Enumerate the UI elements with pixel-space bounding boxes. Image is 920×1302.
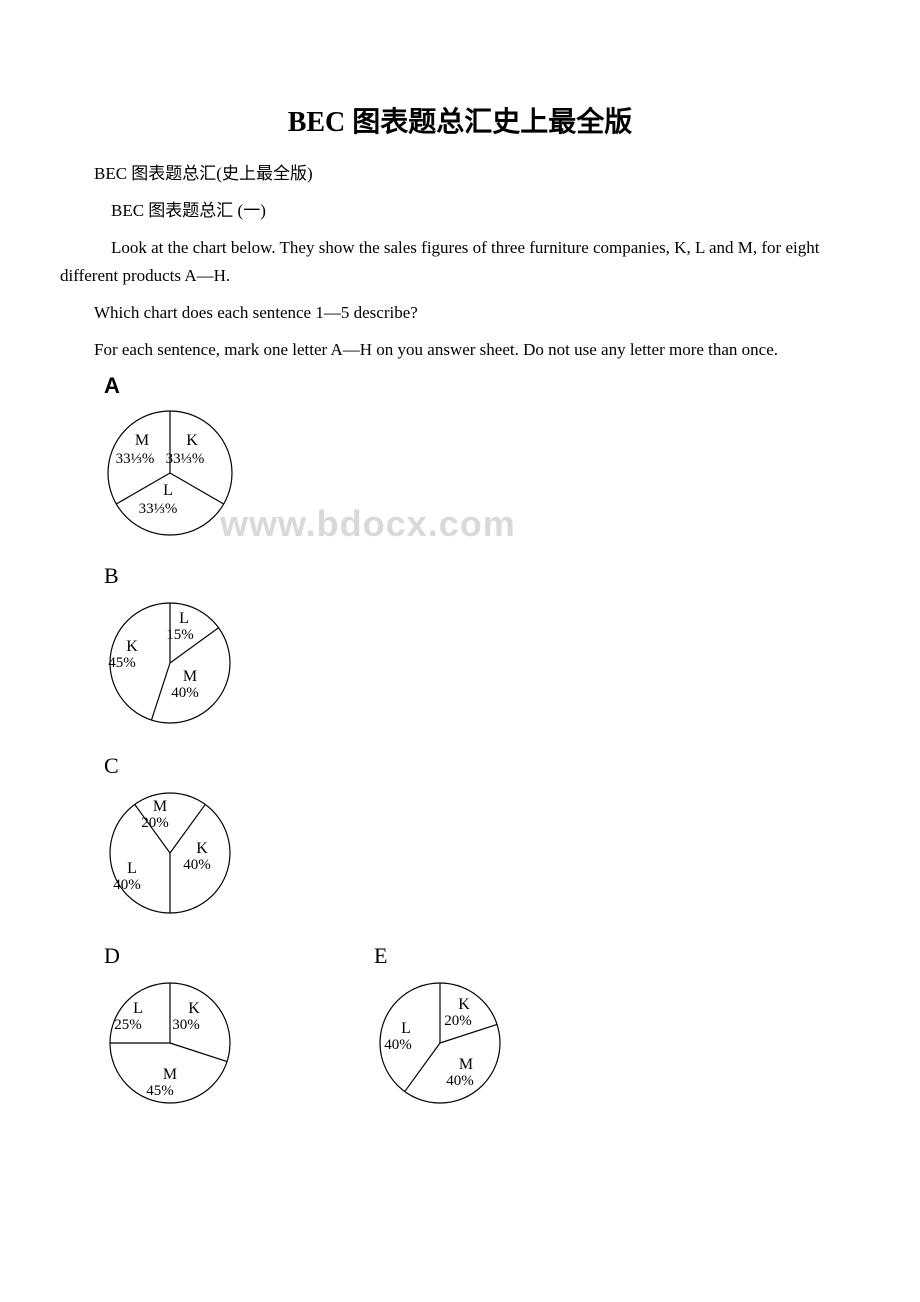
pie-chart-A: K 33⅓% L 33⅓% M 33⅓%	[100, 403, 280, 548]
subtitle-1: BEC 图表题总汇(史上最全版)	[60, 160, 860, 187]
pie-chart-C: M20%K40%L40%	[100, 783, 260, 928]
chart-C: C M20%K40%L40%	[100, 753, 260, 933]
pie-chart-D: K30% M45% L25%	[100, 973, 270, 1118]
charts-container: www.bdocx.com A K33⅓%L33⅓%M33⅓% B L15%M4…	[100, 373, 860, 1133]
chart-label-D: D	[104, 943, 270, 969]
svg-text:15%: 15%	[166, 627, 194, 643]
svg-text:K: K	[126, 638, 138, 655]
subtitle-2: BEC 图表题总汇 (一)	[60, 197, 860, 224]
svg-text:K: K	[458, 996, 470, 1013]
pie-chart-E: K20%M40%L40%	[370, 973, 540, 1118]
svg-text:20%: 20%	[141, 815, 169, 831]
chart-A: A K 33⅓% L 33⅓% M 33⅓%	[100, 373, 280, 553]
chart-label-C: C	[104, 753, 260, 779]
svg-text:M: M	[153, 798, 167, 815]
svg-text:25%: 25%	[114, 1017, 142, 1033]
svg-text:M: M	[135, 432, 149, 449]
chart-label-B: B	[104, 563, 260, 589]
document-title: BEC 图表题总汇史上最全版	[60, 100, 860, 140]
svg-text:45%: 45%	[108, 655, 136, 671]
svg-text:M: M	[183, 668, 197, 685]
chart-label-A: A	[104, 373, 280, 399]
chart-label-E: E	[374, 943, 540, 969]
svg-text:33⅓%: 33⅓%	[116, 451, 155, 467]
svg-text:M: M	[163, 1066, 177, 1083]
svg-text:45%: 45%	[146, 1083, 174, 1099]
svg-text:K: K	[196, 840, 208, 857]
svg-text:40%: 40%	[183, 857, 211, 873]
svg-text:40%: 40%	[171, 685, 199, 701]
svg-text:33⅓%: 33⅓%	[139, 501, 178, 517]
instruction-1: Look at the chart below. They show the s…	[60, 234, 860, 288]
pie-chart-B: L15% M40% K45%	[100, 593, 260, 738]
svg-text:33⅓%: 33⅓%	[166, 451, 205, 467]
svg-text:L: L	[179, 610, 189, 627]
chart-D: D K30% M45% L25%	[100, 943, 270, 1123]
svg-text:40%: 40%	[113, 877, 141, 893]
svg-text:M: M	[459, 1056, 473, 1073]
svg-text:L: L	[163, 482, 173, 499]
svg-text:L: L	[133, 1000, 143, 1017]
svg-text:K: K	[188, 1000, 200, 1017]
svg-text:L: L	[401, 1020, 411, 1037]
svg-text:30%: 30%	[172, 1017, 200, 1033]
svg-text:20%: 20%	[444, 1013, 472, 1029]
chart-E: E K20%M40%L40%	[370, 943, 540, 1123]
instruction-3: For each sentence, mark one letter A—H o…	[60, 336, 860, 363]
instruction-2: Which chart does each sentence 1—5 descr…	[60, 299, 860, 326]
svg-text:L: L	[127, 860, 137, 877]
chart-B: B L15% M40% K45%	[100, 563, 260, 743]
svg-text:K: K	[186, 432, 198, 449]
svg-text:40%: 40%	[384, 1037, 412, 1053]
svg-text:40%: 40%	[446, 1073, 474, 1089]
